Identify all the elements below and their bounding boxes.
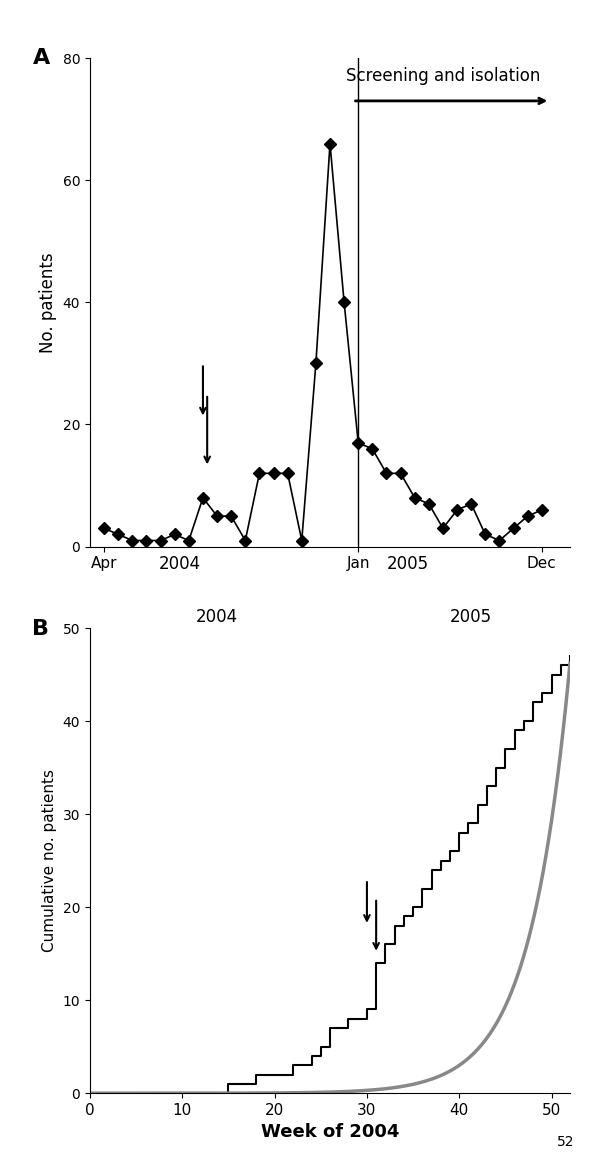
Text: 2005: 2005 xyxy=(450,607,492,626)
Text: 2004: 2004 xyxy=(159,555,201,573)
Text: Screening and isolation: Screening and isolation xyxy=(346,67,540,85)
Y-axis label: No. patients: No. patients xyxy=(39,252,57,352)
Text: 2004: 2004 xyxy=(196,607,238,626)
Y-axis label: Cumulative no. patients: Cumulative no. patients xyxy=(42,769,57,952)
Text: 2005: 2005 xyxy=(387,555,429,573)
Text: A: A xyxy=(32,49,50,69)
X-axis label: Week of 2004: Week of 2004 xyxy=(261,1123,399,1142)
Text: 52: 52 xyxy=(557,1135,574,1149)
Text: B: B xyxy=(32,619,49,638)
